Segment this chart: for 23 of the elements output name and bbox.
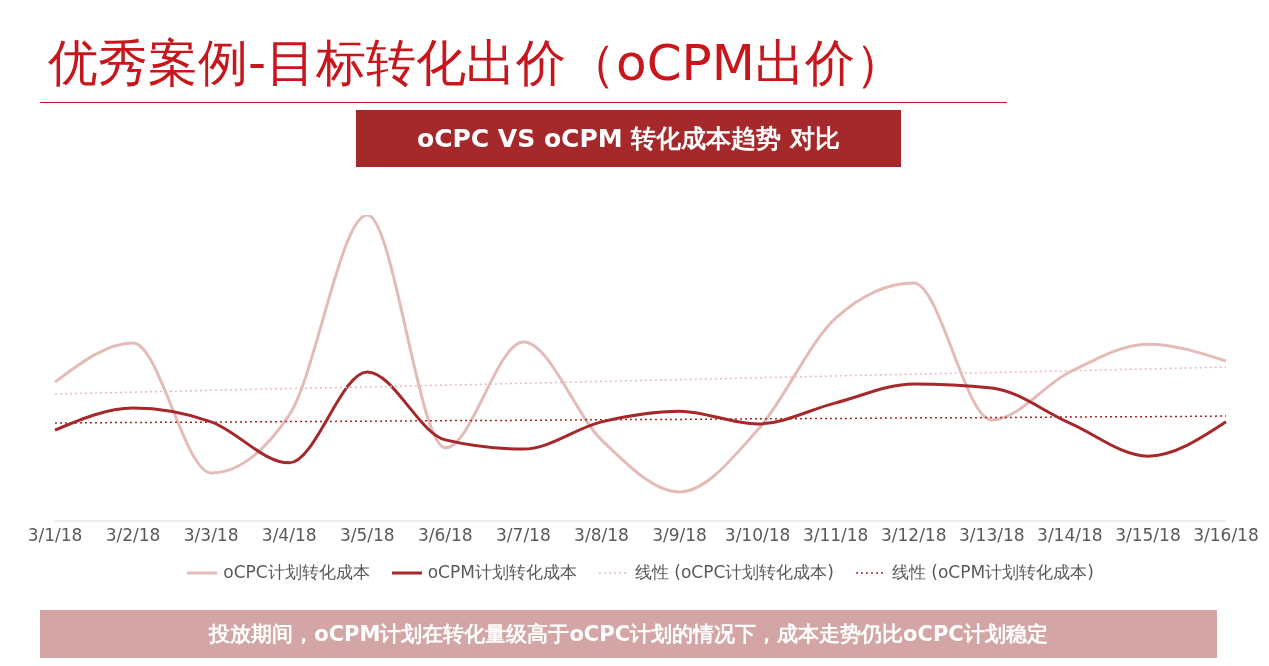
x-tick-label: 3/10/18 — [724, 525, 791, 546]
x-tick-label: 3/1/18 — [27, 525, 83, 546]
x-tick-label: 3/11/18 — [802, 525, 869, 546]
legend-label: oCPM计划转化成本 — [427, 561, 577, 584]
x-tick-label: 3/14/18 — [1037, 525, 1103, 546]
x-tick-label: 3/9/18 — [652, 525, 707, 546]
x-tick-label: 3/5/18 — [339, 525, 395, 546]
x-tick-label: 3/16/18 — [1193, 525, 1259, 546]
legend-label: 线性 (oCPC计划转化成本) — [634, 561, 834, 584]
x-tick-label: 3/4/18 — [261, 525, 317, 546]
chart-subtitle: oCPC VS oCPM 转化成本趋势 对比 — [356, 110, 901, 167]
legend-label: 线性 (oCPM计划转化成本) — [891, 561, 1094, 584]
legend-label: oCPC计划转化成本 — [223, 561, 370, 584]
chart-title: 优秀案例-目标转化出价（oCPM出价） — [48, 33, 905, 94]
x-tick-label: 3/13/18 — [959, 525, 1025, 546]
x-tick-label: 3/6/18 — [417, 525, 473, 546]
x-tick-label: 3/8/18 — [574, 525, 629, 546]
text: 投放期间，oCPM计划在转化量级高于oCPC计划的情况下，成本走势仍比oCPC计划稳定 — [40, 610, 1217, 658]
x-tick-label: 3/7/18 — [496, 525, 551, 546]
x-tick-label: 3/15/18 — [1115, 525, 1181, 546]
x-tick-label: 3/3/18 — [183, 525, 239, 546]
x-tick-label: 3/12/18 — [880, 525, 947, 546]
x-tick-label: 3/2/18 — [105, 525, 161, 546]
